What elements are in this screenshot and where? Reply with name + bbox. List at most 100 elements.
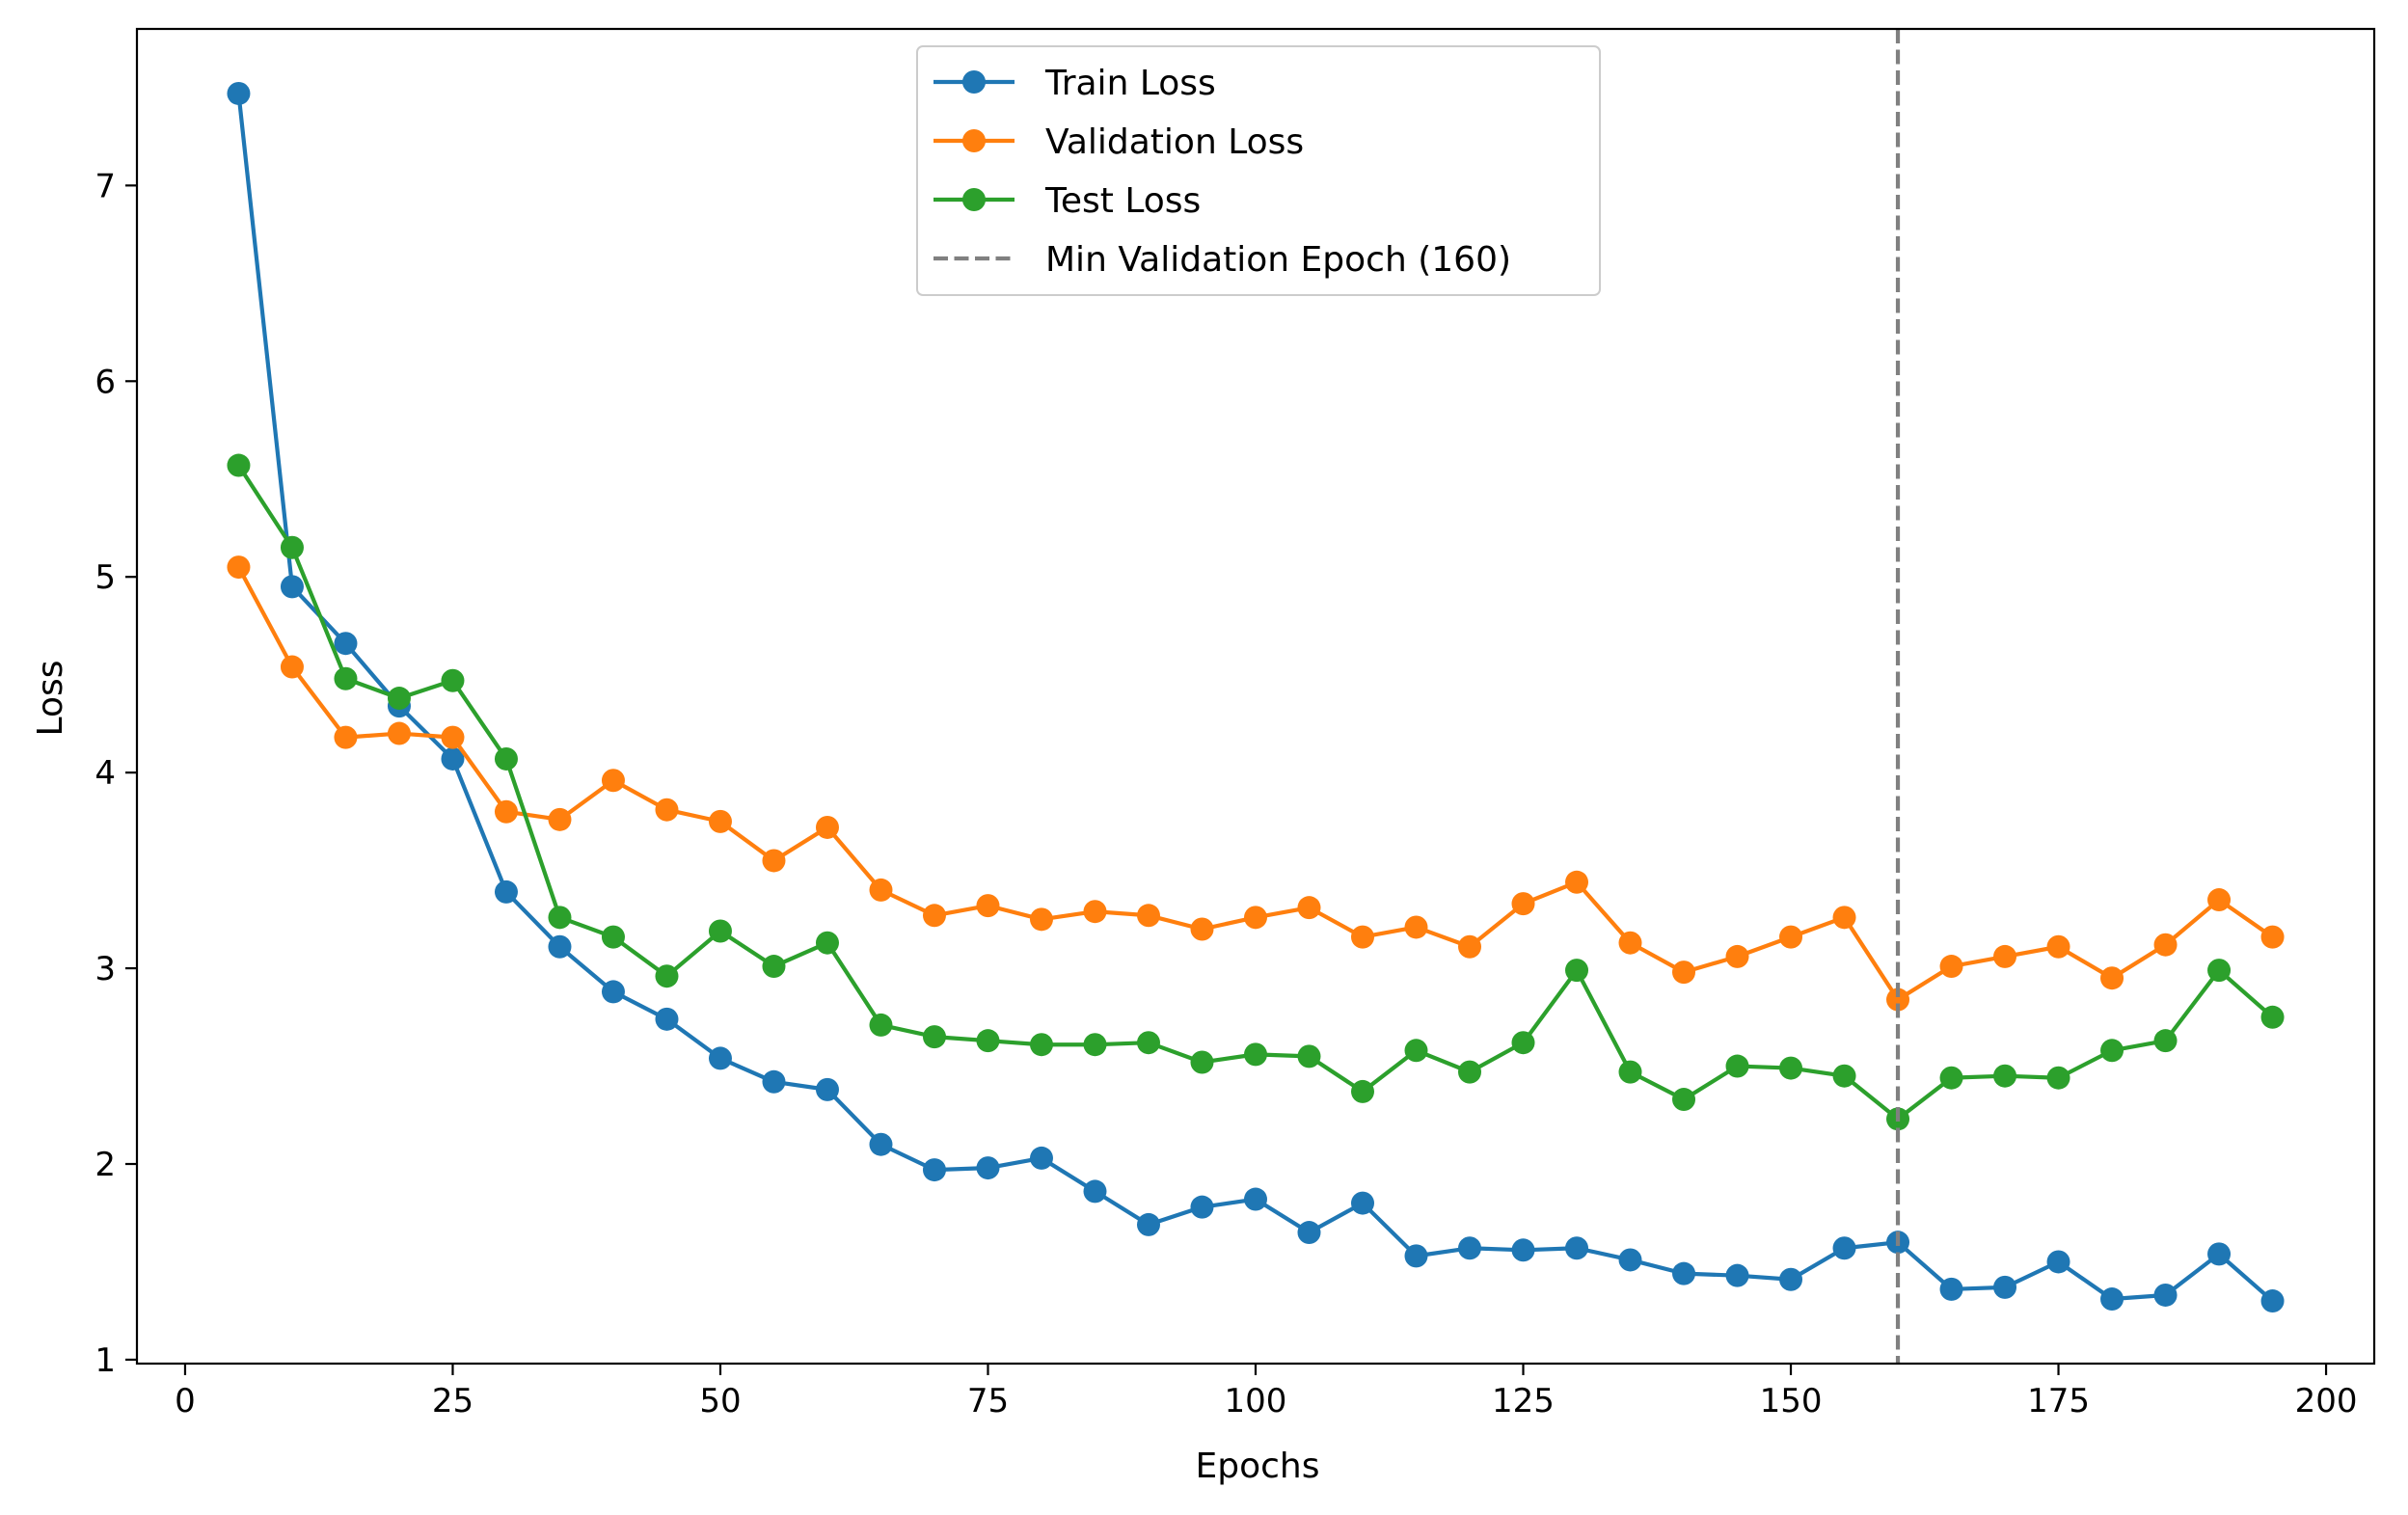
train-loss-point: [1244, 1187, 1267, 1211]
validation-loss-point: [494, 799, 518, 824]
train-loss-point: [869, 1132, 893, 1156]
validation-loss-point: [1404, 915, 1428, 939]
x-tick-label: 25: [432, 1382, 473, 1420]
train-loss-point: [494, 879, 518, 904]
test-loss-point: [387, 687, 411, 711]
test-loss-point: [1029, 1033, 1053, 1057]
validation-loss-point: [1672, 960, 1696, 985]
test-loss-point: [280, 535, 304, 559]
train-loss-point: [1725, 1263, 1749, 1287]
y-tick-label: 1: [95, 1341, 116, 1380]
validation-loss-point: [2260, 925, 2285, 949]
test-loss-point: [1779, 1056, 1803, 1080]
validation-loss-point: [1244, 906, 1267, 930]
validation-loss-point: [1939, 955, 1963, 979]
test-loss-point: [2046, 1066, 2070, 1090]
test-loss-point: [548, 906, 572, 930]
validation-loss-point: [441, 725, 465, 749]
train-loss-point: [1565, 1236, 1589, 1260]
y-tick-label: 3: [95, 950, 116, 988]
validation-loss-point: [1779, 925, 1803, 949]
test-loss-point: [2260, 1005, 2285, 1029]
test-loss-line: [236, 464, 2274, 1122]
x-tick-label: 50: [699, 1382, 741, 1420]
validation-loss-point: [601, 769, 625, 793]
x-axis-label: Epochs: [1196, 1447, 1320, 1486]
test-loss-point: [1458, 1060, 1482, 1084]
y-tick-label: 6: [95, 363, 116, 401]
test-loss-point: [1993, 1064, 2017, 1088]
train-loss-point: [1939, 1277, 1963, 1301]
test-loss-point: [815, 931, 839, 955]
test-loss-point: [922, 1025, 946, 1049]
validation-loss-point: [922, 904, 946, 928]
validation-loss-point: [280, 655, 304, 679]
validation-loss-point: [2207, 888, 2232, 912]
test-loss-point: [1725, 1054, 1749, 1078]
x-tick-label: 0: [175, 1382, 196, 1420]
plot-area: [227, 29, 2285, 1364]
train-loss-point: [1993, 1275, 2017, 1299]
train-loss-point: [2260, 1289, 2285, 1313]
validation-loss-point: [1029, 907, 1053, 932]
test-loss-point: [655, 964, 679, 988]
test-loss-point: [762, 955, 786, 979]
validation-loss-point: [1351, 925, 1375, 949]
y-tick-label: 5: [95, 558, 116, 597]
test-loss-point: [227, 453, 251, 477]
validation-loss-point: [708, 809, 732, 833]
y-axis-label: Loss: [31, 661, 70, 737]
train-loss-point: [334, 632, 358, 656]
legend-label: Min Validation Epoch (160): [1045, 240, 1511, 280]
validation-loss-point: [1832, 906, 1856, 930]
validation-loss-point: [1618, 931, 1642, 955]
train-loss-point: [1190, 1195, 1214, 1219]
test-loss-point: [1565, 959, 1589, 983]
test-loss-point: [601, 925, 625, 949]
legend-marker: [962, 129, 986, 152]
test-loss-point: [2100, 1039, 2124, 1063]
train-loss-point: [708, 1046, 732, 1070]
legend-frame: [916, 45, 1601, 296]
x-tick-label: 125: [1492, 1382, 1555, 1420]
validation-loss-point: [387, 721, 411, 745]
validation-loss-point: [655, 798, 679, 822]
validation-loss-point: [869, 878, 893, 902]
validation-loss-point: [762, 849, 786, 873]
validation-loss-point: [2153, 933, 2178, 957]
test-loss-point: [441, 668, 465, 692]
validation-loss-point: [334, 725, 358, 749]
train-loss-point: [1832, 1236, 1856, 1260]
legend-label: Test Loss: [1044, 181, 1201, 221]
validation-loss-point: [2046, 934, 2070, 959]
x-axis: 0 25 50 75 100 125 150 175 200: [175, 1364, 2358, 1420]
test-loss-point: [708, 919, 732, 943]
validation-loss-point: [1136, 904, 1160, 928]
train-loss-point: [1618, 1248, 1642, 1272]
test-loss-point: [334, 666, 358, 690]
test-loss-point: [2207, 959, 2232, 983]
train-loss-point: [1351, 1191, 1375, 1215]
test-loss-point: [1672, 1088, 1696, 1112]
train-loss-point: [1136, 1212, 1160, 1236]
y-tick-label: 4: [95, 754, 116, 793]
test-loss-point: [1297, 1044, 1321, 1069]
test-loss-point: [1190, 1050, 1214, 1074]
validation-loss-point: [976, 894, 1000, 918]
train-loss-point: [1083, 1179, 1107, 1204]
train-loss-point: [1458, 1236, 1482, 1260]
train-loss-point: [280, 575, 304, 599]
train-loss-point: [815, 1077, 839, 1101]
validation-loss-point: [227, 555, 251, 580]
test-loss-point: [1083, 1033, 1107, 1057]
test-loss-point: [1511, 1031, 1535, 1055]
test-loss-point: [1618, 1060, 1642, 1084]
test-loss-point: [1244, 1042, 1267, 1067]
y-tick-label: 7: [95, 167, 116, 205]
x-tick-label: 200: [2295, 1382, 2358, 1420]
train-loss-point: [976, 1156, 1000, 1180]
validation-loss-point: [1993, 944, 2017, 968]
validation-loss-point: [1511, 892, 1535, 916]
train-loss-point: [1779, 1267, 1803, 1291]
